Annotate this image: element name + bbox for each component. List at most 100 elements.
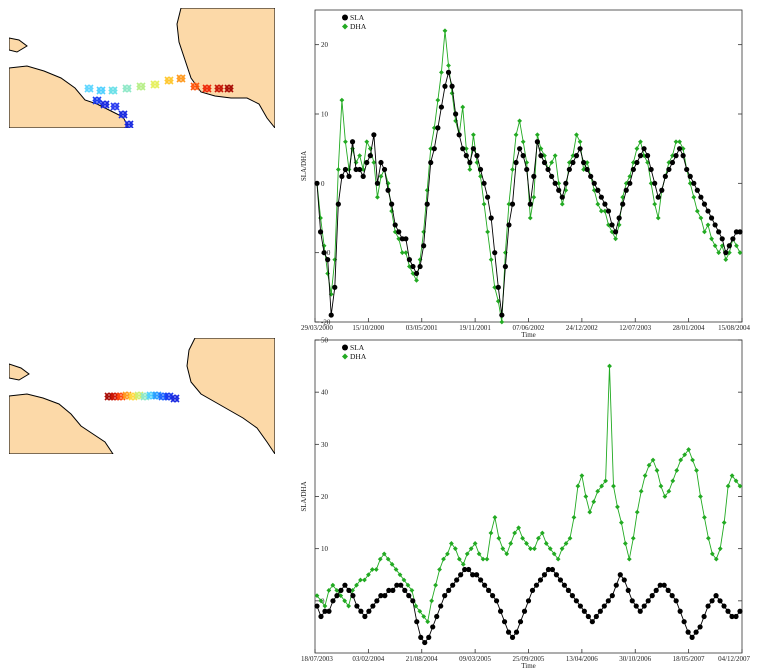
- drifter-position-marker: [92, 96, 102, 105]
- data-point-sla: [621, 577, 627, 583]
- data-point-dha: [500, 546, 506, 552]
- data-point-dha: [713, 556, 719, 562]
- data-point-dha: [729, 473, 735, 479]
- x-axis-title: Time: [521, 662, 536, 669]
- data-point-dha: [662, 494, 668, 499]
- data-point-sla: [417, 263, 423, 270]
- data-point-sla: [489, 593, 496, 599]
- data-point-dha: [371, 160, 377, 165]
- data-point-sla: [687, 173, 693, 179]
- data-point-sla: [378, 593, 384, 599]
- data-point-sla: [559, 194, 565, 200]
- data-point-dha: [705, 535, 711, 541]
- data-point-sla: [458, 572, 464, 578]
- data-point-dha: [726, 250, 732, 256]
- data-point-dha: [581, 167, 586, 172]
- data-point-sla: [435, 125, 441, 131]
- data-point-sla: [403, 236, 409, 242]
- data-point-sla: [374, 180, 381, 186]
- data-point-sla: [513, 159, 519, 166]
- data-point-sla: [470, 572, 476, 578]
- data-point-sla: [410, 263, 416, 270]
- y-axis-title: SLA/DHA: [300, 481, 308, 511]
- data-point-sla: [493, 598, 500, 604]
- data-point-sla: [382, 593, 388, 599]
- data-point-dha: [369, 567, 375, 572]
- data-point-sla: [701, 613, 707, 620]
- data-point-sla: [506, 222, 512, 228]
- data-point-sla: [565, 587, 572, 593]
- data-point-sla: [737, 229, 743, 235]
- data-point-dha: [421, 229, 427, 235]
- data-point-sla: [434, 613, 440, 620]
- data-point-dha: [709, 551, 715, 557]
- legend-marker-sla: [342, 344, 348, 351]
- data-point-dha: [642, 473, 648, 479]
- data-point-sla: [666, 166, 672, 173]
- data-point-dha: [437, 567, 442, 572]
- data-point-dha: [488, 530, 494, 536]
- x-tick-label: 15/10/2000: [352, 324, 384, 332]
- data-point-dha: [535, 535, 541, 541]
- x-tick-label: 18/07/2003: [301, 655, 333, 663]
- data-point-dha: [476, 551, 482, 557]
- drifter-position-marker: [122, 84, 132, 93]
- drifter-position-marker: [190, 82, 200, 91]
- y-tick-label: 0: [321, 597, 325, 605]
- legend-label: SLA: [350, 13, 365, 22]
- data-point-dha: [528, 546, 533, 552]
- data-point-dha: [567, 535, 573, 541]
- map-top: [9, 8, 275, 128]
- data-point-dha: [449, 90, 455, 96]
- drifter-position-marker: [108, 86, 118, 95]
- data-point-dha: [392, 229, 398, 235]
- drifter-position-marker: [214, 84, 224, 93]
- data-point-sla: [438, 104, 445, 110]
- data-point-dha: [570, 153, 576, 158]
- data-point-sla: [360, 173, 366, 179]
- x-tick-label: 03/05/2001: [406, 324, 438, 332]
- data-point-sla: [723, 250, 729, 256]
- data-point-dha: [619, 520, 624, 525]
- data-point-sla: [354, 603, 360, 609]
- data-point-sla: [339, 173, 345, 179]
- data-point-dha: [410, 271, 416, 276]
- data-point-sla: [698, 194, 704, 200]
- data-point-sla: [593, 613, 599, 620]
- x-tick-label: 18/05/2007: [673, 655, 705, 663]
- x-tick-label: 25/09/2005: [513, 655, 545, 663]
- data-point-sla: [589, 619, 595, 625]
- x-tick-label: 24/12/2002: [566, 324, 598, 332]
- data-point-sla: [713, 593, 719, 599]
- data-point-dha: [733, 478, 739, 484]
- data-point-dha: [492, 514, 498, 520]
- data-point-sla: [410, 598, 416, 604]
- data-point-sla: [381, 166, 388, 173]
- data-point-dha: [634, 509, 640, 515]
- data-point-dha: [709, 236, 714, 242]
- data-point-sla: [729, 613, 735, 620]
- legend-label: SLA: [350, 343, 365, 352]
- data-point-sla: [531, 173, 537, 179]
- data-point-dha: [512, 530, 518, 536]
- data-point-sla: [605, 208, 612, 214]
- drifter-position-marker: [202, 84, 212, 93]
- drifter-position-marker: [96, 86, 106, 95]
- y-tick-label: 40: [321, 389, 329, 397]
- data-point-sla: [342, 166, 349, 173]
- data-point-sla: [669, 159, 676, 166]
- data-point-dha: [325, 271, 331, 276]
- data-point-sla: [445, 69, 452, 75]
- drifter-position-marker: [170, 394, 180, 403]
- data-point-dha: [551, 551, 557, 557]
- data-point-sla: [605, 598, 611, 604]
- data-point-sla: [488, 215, 494, 221]
- data-point-sla: [541, 159, 548, 166]
- data-point-dha: [322, 603, 328, 609]
- data-point-sla: [466, 566, 472, 573]
- data-point-dha: [314, 593, 320, 599]
- data-point-dha: [717, 546, 723, 552]
- data-point-sla: [485, 587, 492, 593]
- data-point-sla: [424, 201, 430, 207]
- data-point-sla: [485, 194, 491, 200]
